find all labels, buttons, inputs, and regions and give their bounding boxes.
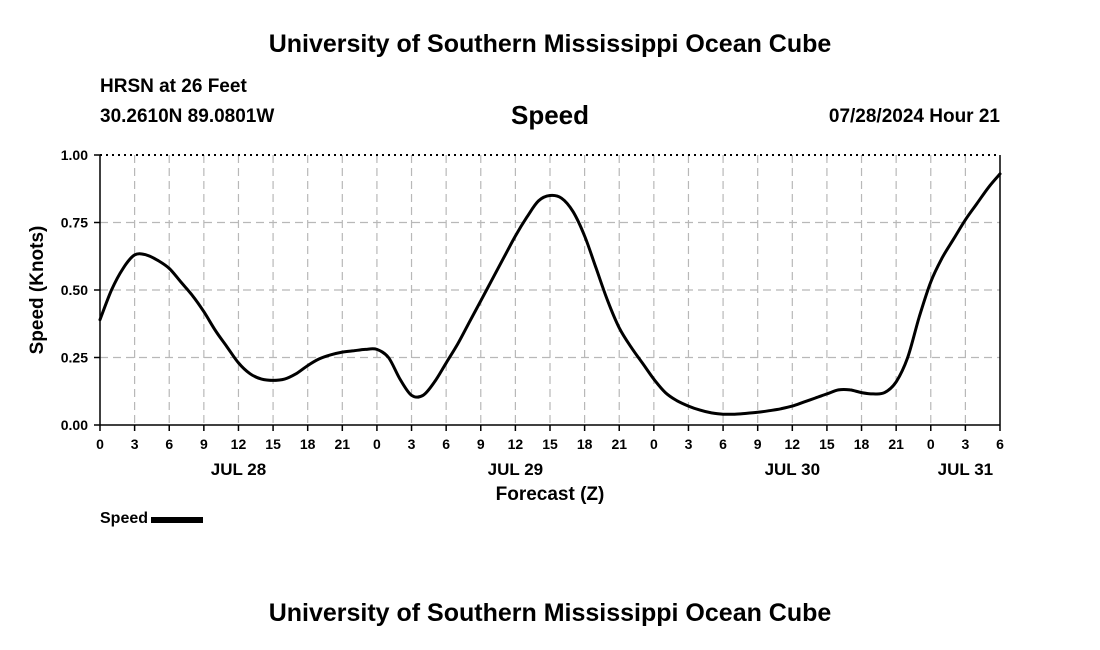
x-tick-label: 15 <box>542 436 558 452</box>
x-tick-label: 9 <box>754 436 762 452</box>
date-label: JUL 30 <box>765 460 820 479</box>
x-tick-label: 6 <box>996 436 1004 452</box>
x-tick-label: 3 <box>131 436 139 452</box>
x-tick-label: 0 <box>96 436 104 452</box>
chart-title: Speed <box>510 100 590 130</box>
y-tick-label: 0.25 <box>61 350 88 366</box>
x-tick-label: 21 <box>335 436 351 452</box>
x-tick-label: 3 <box>408 436 416 452</box>
x-tick-label: 12 <box>785 436 801 452</box>
x-tick-label: 21 <box>611 436 627 452</box>
forecast-timestamp: 07/28/2024 Hour 21 <box>828 106 1000 127</box>
date-label: JUL 28 <box>211 460 266 479</box>
chart-grid <box>100 155 1000 425</box>
x-tick-label: 15 <box>819 436 835 452</box>
y-tick-label: 1.00 <box>61 147 88 163</box>
x-tick-label: 6 <box>442 436 450 452</box>
page-title-top: University of Southern Mississippi Ocean… <box>268 30 832 58</box>
x-tick-label: 0 <box>373 436 381 452</box>
y-axis: 0.00 0.25 0.50 0.75 1.00 <box>61 147 100 433</box>
x-tick-label: 18 <box>854 436 870 452</box>
station-label: HRSN at 26 Feet <box>100 76 247 97</box>
date-label: JUL 29 <box>488 460 543 479</box>
x-tick-label: 0 <box>650 436 658 452</box>
y-tick-label: 0.50 <box>61 282 88 298</box>
x-tick-label: 9 <box>200 436 208 452</box>
date-labels: JUL 28 JUL 29 JUL 30 JUL 31 <box>211 460 993 479</box>
series-line-speed <box>98 172 1002 416</box>
y-tick-label: 0.75 <box>61 215 88 231</box>
x-tick-label: 15 <box>265 436 281 452</box>
coordinates-label: 30.2610N 89.0801W <box>100 106 275 127</box>
legend-line-swatch <box>151 517 204 523</box>
x-tick-label: 3 <box>685 436 693 452</box>
y-tick-label: 0.00 <box>61 417 88 433</box>
series-layer <box>98 172 1002 416</box>
x-tick-label: 21 <box>888 436 904 452</box>
x-tick-label: 0 <box>927 436 935 452</box>
x-tick-label: 6 <box>719 436 727 452</box>
x-tick-label: 12 <box>508 436 524 452</box>
x-axis-label: Forecast (Z) <box>496 484 605 505</box>
x-tick-label: 9 <box>477 436 485 452</box>
x-tick-label: 3 <box>961 436 969 452</box>
date-label: JUL 31 <box>938 460 993 479</box>
x-tick-label: 12 <box>231 436 247 452</box>
x-tick-label: 18 <box>577 436 593 452</box>
y-axis-label: Speed (Knots) <box>27 226 48 355</box>
x-tick-label: 6 <box>165 436 173 452</box>
x-tick-label: 18 <box>300 436 316 452</box>
chart-legend: Speed <box>100 510 204 528</box>
legend-label: Speed <box>100 510 149 527</box>
page-title-bottom: University of Southern Mississippi Ocean… <box>268 599 832 627</box>
x-axis: 0 3 6 9 12 15 18 21 0 3 6 9 12 15 18 21 0 3 6 9 12 15 18 21 0 3 6 <box>96 425 1004 452</box>
